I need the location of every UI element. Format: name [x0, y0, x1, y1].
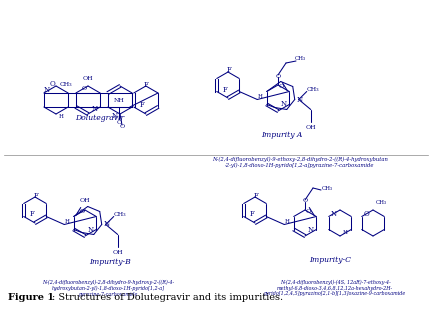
Text: CH₃: CH₃	[114, 212, 126, 217]
Text: N-(2,4-difluorobenzyl)-9-ethoxy-2,8-dihydro-2-((R)-4-hydroxybutan
-2-yl)-1,8-dio: N-(2,4-difluorobenzyl)-9-ethoxy-2,8-dihy…	[212, 156, 388, 168]
Text: CH₃: CH₃	[306, 87, 319, 92]
Text: N: N	[104, 220, 110, 228]
Text: N: N	[92, 105, 98, 113]
Text: N: N	[297, 95, 303, 104]
Text: N: N	[330, 210, 337, 218]
Text: H: H	[343, 230, 348, 235]
Text: NH: NH	[114, 99, 124, 104]
Text: N: N	[44, 86, 50, 94]
Text: O: O	[79, 209, 84, 214]
Text: OH: OH	[80, 198, 90, 203]
Text: O: O	[302, 198, 308, 203]
Text: O: O	[119, 123, 124, 129]
Text: O: O	[306, 209, 311, 214]
Text: Figure 1: Figure 1	[8, 293, 54, 302]
Text: O: O	[276, 73, 280, 78]
Text: O: O	[49, 80, 55, 88]
Text: F: F	[227, 67, 232, 74]
Text: O: O	[81, 86, 86, 91]
Text: F: F	[140, 101, 144, 109]
Text: OH: OH	[112, 250, 123, 255]
Text: Impurity A: Impurity A	[261, 131, 303, 139]
Text: CH₃: CH₃	[294, 55, 305, 60]
Text: N: N	[112, 112, 118, 120]
Text: N: N	[87, 225, 93, 233]
Text: F: F	[222, 86, 227, 94]
Text: F: F	[29, 210, 34, 219]
Text: CH₃: CH₃	[60, 82, 73, 87]
Text: O: O	[116, 121, 121, 126]
Text: O: O	[279, 84, 284, 89]
Text: N-(2,4-difluorobenzyl)-(4S, 12aR)-7-ethoxy-4-
methyl-6,8-dioxo-3,4,6,8,12,12a-he: N-(2,4-difluorobenzyl)-(4S, 12aR)-7-etho…	[264, 280, 406, 296]
Text: F: F	[34, 192, 38, 200]
Text: OH: OH	[83, 76, 93, 81]
Text: N: N	[280, 100, 286, 108]
Text: Impurity-C: Impurity-C	[309, 256, 351, 264]
Text: F: F	[143, 81, 148, 89]
Text: O: O	[364, 210, 370, 218]
Text: H: H	[258, 94, 263, 99]
Text: F: F	[249, 210, 254, 219]
Text: H: H	[59, 113, 64, 118]
Text: N-(2,4-difluorobenzyl)-2,8-dihydro-9-hydroxy-2-((R)-4-
hydroxybutan-2-yl)-1,8-di: N-(2,4-difluorobenzyl)-2,8-dihydro-9-hyd…	[42, 279, 174, 297]
Text: CH₃: CH₃	[321, 185, 333, 191]
Text: F: F	[254, 192, 259, 200]
Text: H: H	[65, 219, 70, 224]
Text: Dolutegravir: Dolutegravir	[76, 114, 124, 122]
Text: H: H	[285, 219, 290, 224]
Text: : Structures of Dolutegravir and its impurities.: : Structures of Dolutegravir and its imp…	[52, 293, 283, 302]
Text: Impurity-B: Impurity-B	[89, 258, 131, 266]
Text: OH: OH	[305, 125, 316, 130]
Text: N: N	[307, 225, 313, 233]
Text: CH₃: CH₃	[375, 200, 387, 205]
